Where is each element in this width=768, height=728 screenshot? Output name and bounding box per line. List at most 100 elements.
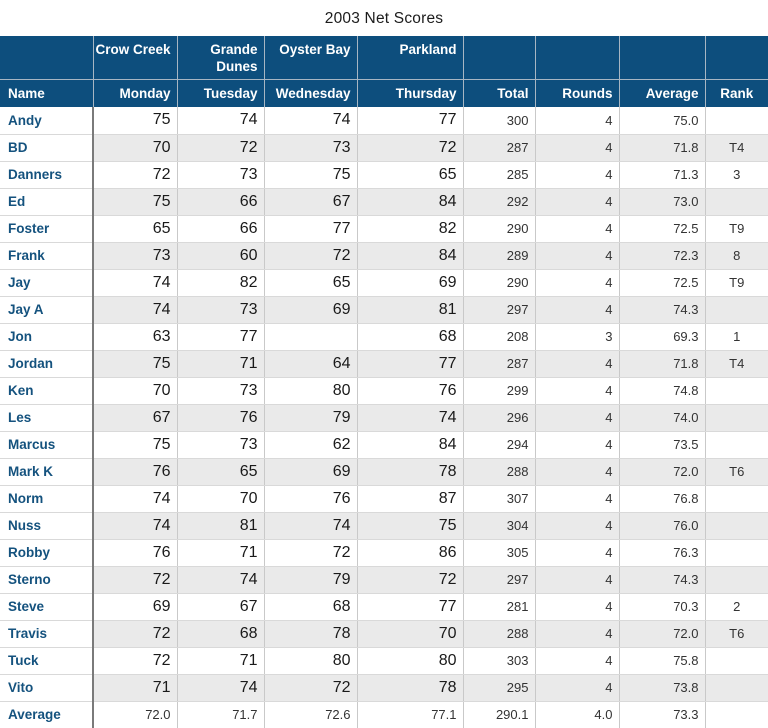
rounds-cell: 4 — [535, 377, 620, 405]
player-row-robby: Robby 76 71 72 86 305 4 76.3 — [0, 539, 768, 567]
player-name-cell: Marcus — [0, 431, 94, 459]
rounds-cell: 4 — [535, 512, 620, 540]
rounds-cell: 4 — [535, 107, 620, 135]
thursday-score-cell: 72 — [357, 566, 464, 594]
course-header-grande-dunes: Grande Dunes — [177, 36, 265, 80]
player-name-cell: Travis — [0, 620, 94, 648]
wednesday-score-cell: 79 — [264, 404, 358, 432]
wednesday-score-cell: 62 — [264, 431, 358, 459]
player-name-cell: Steve — [0, 593, 94, 621]
rounds-cell: 4 — [535, 593, 620, 621]
rank-cell: 1 — [705, 323, 768, 351]
total-cell: 303 — [463, 647, 536, 675]
rounds-cell: 4 — [535, 458, 620, 486]
column-header-thursday: Thursday — [357, 79, 464, 107]
thursday-score-cell: 78 — [357, 674, 464, 702]
column-header-total: Total — [463, 79, 536, 107]
total-cell: 300 — [463, 107, 536, 135]
player-name-cell: BD — [0, 134, 94, 162]
monday-score-cell: 75 — [93, 350, 178, 378]
average-row: Average 72.0 71.7 72.6 77.1 290.1 4.0 73.3 — [0, 701, 768, 728]
rounds-cell: 4 — [535, 161, 620, 189]
tuesday-score-cell: 66 — [177, 215, 265, 243]
rounds-cell: 3 — [535, 323, 620, 351]
thursday-score-cell: 84 — [357, 431, 464, 459]
scores-table: Crow Creek Grande Dunes Oyster Bay Parkland… — [0, 36, 768, 728]
monday-score-cell: 72 — [93, 647, 178, 675]
total-cell: 294 — [463, 431, 536, 459]
total-cell: 290.1 — [463, 701, 536, 728]
player-row-sterno: Sterno 72 74 79 72 297 4 74.3 — [0, 566, 768, 594]
player-row-vito: Vito 71 74 72 78 295 4 73.8 — [0, 674, 768, 702]
total-cell: 208 — [463, 323, 536, 351]
rounds-cell: 4 — [535, 350, 620, 378]
monday-score-cell: 65 — [93, 215, 178, 243]
header-spacer-cell — [463, 36, 536, 80]
thursday-score-cell: 82 — [357, 215, 464, 243]
thursday-score-cell: 65 — [357, 161, 464, 189]
rounds-cell: 4 — [535, 539, 620, 567]
column-header-rank: Rank — [705, 79, 768, 107]
average-cell: 71.3 — [619, 161, 706, 189]
column-header-rounds: Rounds — [535, 79, 620, 107]
player-name-cell: Jay — [0, 269, 94, 297]
thursday-score-cell: 75 — [357, 512, 464, 540]
wednesday-score-cell: 76 — [264, 485, 358, 513]
average-cell: 71.8 — [619, 134, 706, 162]
total-cell: 296 — [463, 404, 536, 432]
rank-cell: 8 — [705, 242, 768, 270]
total-cell: 304 — [463, 512, 536, 540]
average-cell: 73.3 — [619, 701, 706, 728]
rounds-cell: 4 — [535, 566, 620, 594]
total-cell: 288 — [463, 458, 536, 486]
wednesday-score-cell: 75 — [264, 161, 358, 189]
tuesday-score-cell: 71 — [177, 539, 265, 567]
player-row-jay: Jay 74 82 65 69 290 4 72.5 T9 — [0, 269, 768, 297]
thursday-score-cell: 80 — [357, 647, 464, 675]
average-cell: 74.8 — [619, 377, 706, 405]
player-row-foster: Foster 65 66 77 82 290 4 72.5 T9 — [0, 215, 768, 243]
wednesday-score-cell: 80 — [264, 377, 358, 405]
table-body: Andy 75 74 74 77 300 4 75.0 BD 70 72 73 72 287 4 71.8 T4… — [0, 107, 768, 728]
monday-score-cell: 76 — [93, 539, 178, 567]
tuesday-score-cell: 60 — [177, 242, 265, 270]
average-cell: 76.0 — [619, 512, 706, 540]
tuesday-score-cell: 73 — [177, 161, 265, 189]
player-row-travis: Travis 72 68 78 70 288 4 72.0 T6 — [0, 620, 768, 648]
total-cell: 297 — [463, 296, 536, 324]
average-cell: 74.3 — [619, 566, 706, 594]
total-cell: 295 — [463, 674, 536, 702]
total-cell: 290 — [463, 215, 536, 243]
total-cell: 290 — [463, 269, 536, 297]
wednesday-score-cell: 78 — [264, 620, 358, 648]
monday-score-cell: 63 — [93, 323, 178, 351]
player-row-nuss: Nuss 74 81 74 75 304 4 76.0 — [0, 512, 768, 540]
rank-cell: T6 — [705, 458, 768, 486]
tuesday-score-cell: 73 — [177, 296, 265, 324]
rounds-cell: 4 — [535, 296, 620, 324]
wednesday-score-cell: 69 — [264, 458, 358, 486]
column-header-average: Average — [619, 79, 706, 107]
rank-cell — [705, 107, 768, 135]
monday-score-cell: 69 — [93, 593, 178, 621]
monday-score-cell: 74 — [93, 269, 178, 297]
thursday-score-cell: 84 — [357, 188, 464, 216]
rounds-cell: 4 — [535, 134, 620, 162]
player-name-cell: Danners — [0, 161, 94, 189]
thursday-score-cell: 81 — [357, 296, 464, 324]
average-cell: 72.3 — [619, 242, 706, 270]
total-cell: 305 — [463, 539, 536, 567]
player-row-tuck: Tuck 72 71 80 80 303 4 75.8 — [0, 647, 768, 675]
total-cell: 288 — [463, 620, 536, 648]
player-row-jay-a: Jay A 74 73 69 81 297 4 74.3 — [0, 296, 768, 324]
rank-cell — [705, 296, 768, 324]
player-row-frank: Frank 73 60 72 84 289 4 72.3 8 — [0, 242, 768, 270]
tuesday-score-cell: 73 — [177, 431, 265, 459]
thursday-score-cell: 68 — [357, 323, 464, 351]
header-spacer-cell — [0, 36, 94, 80]
thursday-score-cell: 69 — [357, 269, 464, 297]
rank-cell — [705, 701, 768, 728]
total-cell: 281 — [463, 593, 536, 621]
monday-score-cell: 71 — [93, 674, 178, 702]
rank-cell: T4 — [705, 350, 768, 378]
